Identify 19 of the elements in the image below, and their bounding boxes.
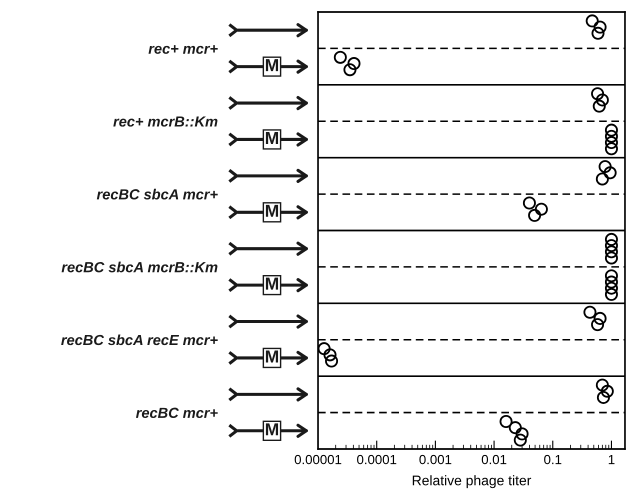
- text: M: [266, 59, 278, 72]
- y-tick-label: rec+ mcr+: [148, 45, 218, 54]
- text: M: [266, 350, 278, 362]
- text: M: [266, 423, 278, 436]
- y-tick-label: recBC sbcA mcr+: [96, 188, 218, 200]
- y-tick-label: recBC sbcA recE mcr+: [61, 334, 218, 346]
- y-tick-label: recBC mcr+: [136, 408, 218, 418]
- x-tick-label: 0.01: [482, 454, 506, 464]
- text: M: [266, 278, 278, 290]
- text: M: [266, 204, 278, 217]
- y-tick-label: recBC sbcA mcrB::Km: [62, 262, 218, 272]
- x-tick-label: 0.1: [544, 454, 562, 464]
- x-tick-label: 0.0001: [357, 454, 396, 464]
- y-tick-label: rec+ mcrB::Km: [113, 116, 218, 127]
- x-tick-label: 0.001: [419, 454, 452, 464]
- x-tick-label: 0.00001: [294, 454, 342, 464]
- x-axis-title: Relative phage titer: [412, 475, 532, 488]
- x-tick-label: 1: [608, 455, 614, 464]
- text: M: [266, 132, 278, 144]
